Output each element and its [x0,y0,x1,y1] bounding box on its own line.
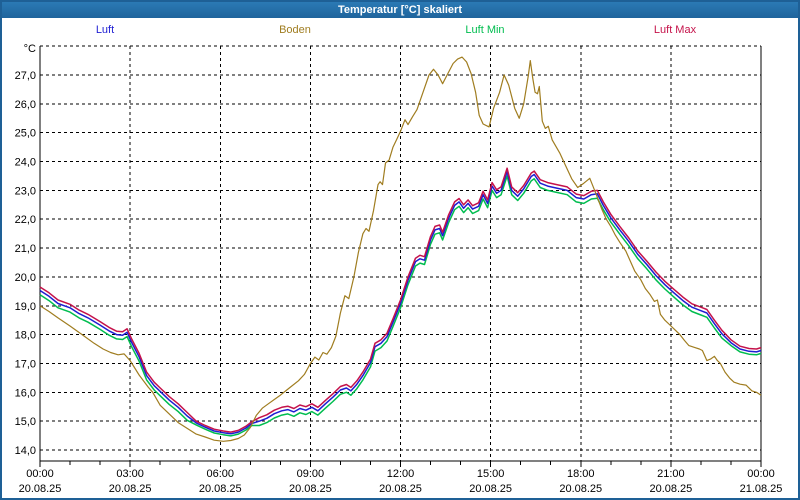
x-tick-date: 20.08.25 [649,483,692,495]
x-tick-time: 00:00 [747,468,775,480]
window-title: Temperatur [°C] skaliert [337,4,462,16]
y-tick-label: 23,0 [15,185,36,197]
y-tick-label: 27,0 [15,70,36,82]
x-tick-time: 09:00 [297,468,325,480]
legend: Luft Boden Luft Min Luft Max [10,23,790,37]
legend-item-luft: Luft [95,24,115,36]
y-tick-label: 19,0 [15,301,36,313]
x-tick-time: 15:00 [477,468,505,480]
y-tick-label: 21,0 [15,243,36,255]
x-tick-date: 20.08.25 [19,483,62,495]
x-tick-time: 18:00 [567,468,595,480]
series-luft-max [39,167,762,433]
data-series [39,56,762,442]
axes [39,46,762,467]
y-tick-label: 20,0 [15,272,36,284]
window-titlebar: Temperatur [°C] skaliert [2,2,798,18]
legend-item-luft-min: Luft Min [465,24,505,36]
series-luft [39,170,762,435]
y-tick-label: 24,0 [15,157,36,169]
x-tick-date: 20.08.25 [199,483,242,495]
y-tick-label: 25,0 [15,128,36,140]
y-tick-label: 26,0 [15,99,36,111]
legend-item-boden: Boden [279,24,311,36]
series-boden [39,56,762,442]
y-tick-label: 22,0 [15,214,36,226]
x-tick-time: 12:00 [387,468,415,480]
x-tick-date: 20.08.25 [469,483,512,495]
x-tick-time: 06:00 [206,468,234,480]
x-tick-date: 20.08.25 [109,483,152,495]
x-tick-time: 03:00 [116,468,144,480]
y-tick-label: 14,0 [15,445,36,457]
legend-item-luft-max: Luft Max [653,24,697,36]
chart-area: 14,0 15,0 16,0 17,0 18,0 19,0 20,0 21,0 22,0 23,0… [2,18,798,498]
axis-labels: 14,0 15,0 16,0 17,0 18,0 19,0 20,0 21,0 22,0 23,0… [15,43,783,495]
y-tick-label: 18,0 [15,330,36,342]
y-axis-unit: °C [24,43,36,55]
gridlines [40,45,761,461]
x-tick-time: 21:00 [657,468,685,480]
y-tick-label: 16,0 [15,387,36,399]
series-luft-min [39,175,762,437]
x-tick-date: 21.08.25 [740,483,783,495]
y-tick-label: 17,0 [15,358,36,370]
temperature-chart-canvas: 14,0 15,0 16,0 17,0 18,0 19,0 20,0 21,0 22,0 23,0… [15,43,783,495]
y-tick-label: 15,0 [15,416,36,428]
x-tick-date: 20.08.25 [379,483,422,495]
x-tick-date: 20.08.25 [289,483,332,495]
x-tick-date: 20.08.25 [559,483,602,495]
x-tick-time: 00:00 [26,468,54,480]
